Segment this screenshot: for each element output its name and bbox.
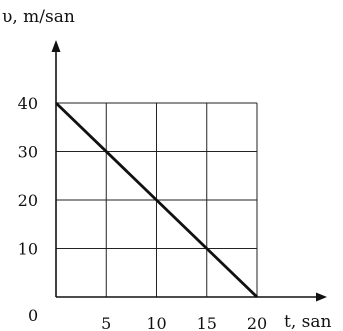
x-tick-label: 15 xyxy=(197,314,217,331)
x-tick-labels: 5 10 15 20 xyxy=(101,314,267,331)
origin-label: 0 xyxy=(28,306,38,325)
y-tick-label: 30 xyxy=(18,143,38,162)
y-axis-arrow xyxy=(51,40,61,52)
x-axis-label: t, san xyxy=(284,312,331,331)
y-tick-label: 20 xyxy=(18,191,38,210)
y-tick-label: 40 xyxy=(18,94,38,113)
velocity-line xyxy=(55,101,258,299)
x-tick-label: 20 xyxy=(247,314,267,331)
y-tick-labels: 10 20 30 40 xyxy=(18,94,38,259)
y-axis-label: υ, m/san xyxy=(2,7,75,27)
labels: υ, m/san t, san 0 xyxy=(2,7,331,331)
x-axis-arrow xyxy=(316,292,327,302)
x-tick-label: 10 xyxy=(146,314,166,331)
series xyxy=(55,101,258,299)
x-tick-label: 5 xyxy=(101,314,111,331)
y-tick-label: 10 xyxy=(18,240,38,259)
axes xyxy=(51,40,327,302)
